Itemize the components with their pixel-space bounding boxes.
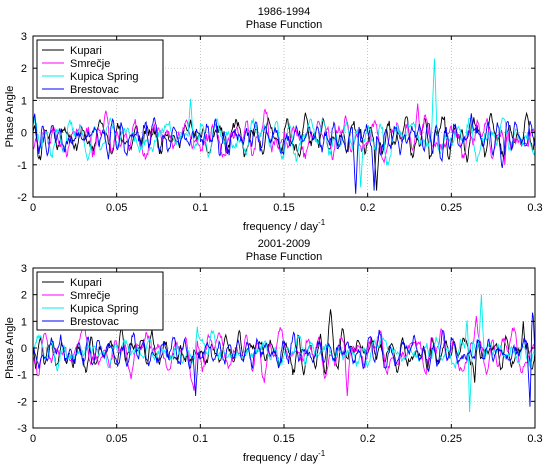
y-tick-label: -2 [17,396,27,408]
x-tick-label: 0.25 [441,433,462,445]
x-tick-label: 0.2 [360,202,375,214]
x-tick-label: 0.15 [273,202,294,214]
legend-label: Kupari [70,45,102,57]
x-axis-label-superscript: -1 [318,218,326,227]
y-tick-label: 2 [21,63,27,75]
series-line-kupica-spring [33,294,535,413]
chart-title: 2001-2009 [258,238,311,250]
x-tick-label: 0.3 [527,202,542,214]
y-tick-label: 0 [21,128,27,140]
x-axis-label: frequency / day-1 [243,449,326,464]
x-tick-label: 0.05 [106,433,127,445]
x-tick-label: 0.1 [193,202,208,214]
y-axis-label: Phase Angle [4,317,16,379]
x-tick-label: 0.3 [527,433,542,445]
x-axis-label: frequency / day-1 [243,218,326,233]
legend-label: Smrečje [70,290,110,302]
chart-title: 1986-1994 [258,6,311,18]
legend-label: Smrečje [70,58,110,70]
x-tick-label: 0.1 [193,433,208,445]
series-group [33,58,535,194]
x-axis-label-text: frequency / day [243,221,319,233]
chart-0: 0 0.05 0.1 0.15 0.2 0.25 0.3-2-101231986-1994P… [4,6,543,233]
x-tick-label: 0 [30,202,36,214]
chart-1: 0 0.05 0.1 0.15 0.2 0.25 0.3 -3 -2 -1 0 1 2 3 2001-200… [4,238,543,464]
y-tick-label: -1 [17,370,27,382]
chart-subtitle: Phase Function [246,19,322,31]
x-tick-label: 0.25 [441,202,462,214]
legend-label: Kupica Spring [70,71,139,83]
y-tick-label: 3 [21,263,27,275]
legend-label: Brestovac [70,316,119,328]
y-tick-label: -3 [17,423,27,435]
series-group [33,294,535,413]
y-tick-label: 3 [21,31,27,43]
y-tick-label: 1 [21,95,27,107]
legend-label: Kupica Spring [70,303,139,315]
x-tick-label: 0.05 [106,202,127,214]
series-line-brestovac [33,113,535,194]
legend-label: Brestovac [70,84,119,96]
series-line-brestovac [33,312,535,407]
x-axis-label-superscript: -1 [318,449,326,458]
y-axis-label: Phase Angle [4,86,16,148]
x-tick-label: 0.15 [273,433,294,445]
x-tick-label: 0 [30,433,36,445]
y-tick-label: -2 [17,192,27,204]
legend-label: Kupari [70,277,102,289]
series-line-smre-je [33,315,535,397]
series-line-smre-je [33,103,535,165]
y-tick-label: 1 [21,316,27,328]
y-tick-label: 0 [21,343,27,355]
chart-subtitle: Phase Function [246,251,322,263]
y-tick-label: 2 [21,290,27,302]
y-tick-label: -1 [17,160,27,172]
x-tick-label: 0.2 [360,433,375,445]
x-axis-label-text: frequency / day [243,452,319,464]
